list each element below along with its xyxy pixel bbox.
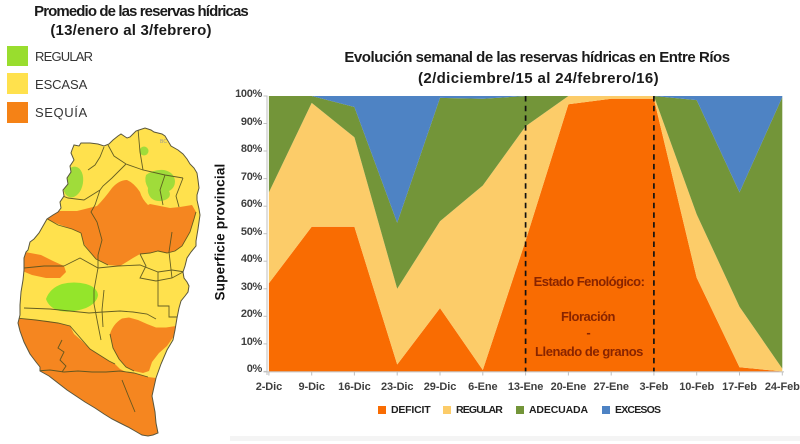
svg-text:BC: BC <box>160 139 167 145</box>
